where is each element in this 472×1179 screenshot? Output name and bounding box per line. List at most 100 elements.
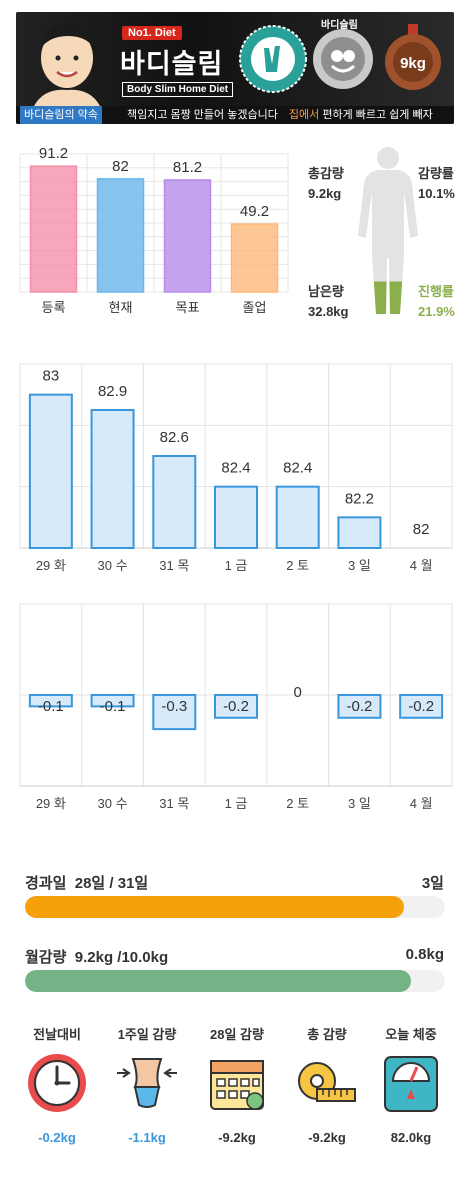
daily-weight-chart: 83 82.9 82.6 82.4 82.4 82.2 82 29 화 30 수 31 목 1 금… bbox=[19, 363, 453, 573]
category-label: 졸업 bbox=[243, 300, 267, 315]
category-label: 3 일 bbox=[348, 796, 371, 811]
bar-value-label: 91.2 bbox=[39, 145, 68, 162]
loss-rate-label: 감량률 bbox=[418, 166, 454, 181]
bar-value-label: 81.2 bbox=[173, 159, 202, 176]
brand-subtitle: Body Slim Home Diet bbox=[122, 82, 234, 97]
bar-value-label: 82.4 bbox=[283, 460, 312, 477]
bar bbox=[337, 516, 382, 549]
chart1-bars bbox=[29, 165, 279, 293]
banner-slogan: 바디슬림의 약속 책임지고 몸짱 만들어 놓겠습니다 집에서 편하게 빠르고 쉽… bbox=[16, 106, 454, 124]
bar bbox=[29, 165, 78, 293]
category-label: 31 목 bbox=[159, 558, 189, 573]
loss-rate-value: 10.1% bbox=[418, 186, 455, 201]
total-loss-stat: 총감량 9.2kg bbox=[308, 164, 344, 204]
bar bbox=[152, 694, 197, 731]
monthly-loss-title: 월감량 9.2kg /10.0kg bbox=[25, 946, 168, 967]
bar-value-label: -0.2 bbox=[223, 698, 249, 715]
chart3-category-labels: 29 화 30 수 31 목 1 금 2 토 3 일 4 월 bbox=[36, 796, 433, 811]
summary-prev-day: 전날대비 -0.2kg bbox=[12, 1024, 102, 1145]
category-label: 1 금 bbox=[225, 796, 248, 811]
chart1-category-labels: 등록 현재 목표 졸업 bbox=[42, 300, 267, 315]
brand-title: 바디슬림 bbox=[120, 49, 224, 80]
remaining-days: 3일 bbox=[421, 875, 444, 892]
summary-title: 전날대비 bbox=[33, 1027, 81, 1042]
category-label: 현재 bbox=[109, 300, 133, 315]
bar bbox=[28, 694, 73, 708]
bar-value-label: 83 bbox=[43, 368, 60, 385]
category-label: 30 수 bbox=[98, 796, 128, 811]
elapsed-days-title: 경과일 28일 / 31일 bbox=[25, 872, 148, 893]
chart2-value-labels: 83 82.9 82.6 82.4 82.4 82.2 82 bbox=[43, 368, 430, 538]
summary-total: 총 감량 -9.2kg bbox=[282, 1024, 372, 1145]
chart3-bars bbox=[28, 694, 444, 731]
summary-28-days: 28일 감량 -9.2kg bbox=[192, 1024, 282, 1145]
remaining-stat: 남은량 32.8kg bbox=[308, 282, 348, 322]
summary-value: 82.0kg bbox=[390, 1130, 432, 1145]
bar bbox=[275, 485, 320, 549]
bar-value-label: -0.1 bbox=[38, 698, 64, 715]
monthly-loss-fill bbox=[25, 970, 412, 992]
chart2-bars bbox=[28, 393, 382, 549]
bar-value-label: -0.3 bbox=[161, 698, 187, 715]
bar-value-label: 0 bbox=[294, 684, 302, 701]
monthly-loss-progress bbox=[25, 970, 445, 992]
monthly-remaining: 0.8kg bbox=[405, 946, 444, 963]
category-label: 29 화 bbox=[36, 558, 66, 573]
bar-value-label: 49.2 bbox=[240, 203, 269, 220]
summary-value: -9.2kg bbox=[308, 1130, 346, 1145]
bronze-medal-icon: 9kg bbox=[385, 24, 441, 90]
bar bbox=[230, 223, 279, 293]
seal-label: 바디슬림 bbox=[321, 20, 358, 31]
bar bbox=[90, 409, 135, 549]
summary-title: 28일 감량 bbox=[210, 1027, 264, 1042]
category-label: 2 토 bbox=[286, 558, 309, 573]
clock-icon bbox=[28, 1054, 86, 1112]
bar bbox=[163, 179, 212, 293]
summary-value: -1.1kg bbox=[128, 1130, 166, 1145]
summary-today-weight: 오늘 체중 82.0kg bbox=[366, 1024, 456, 1145]
daily-change-chart: -0.1 -0.1 -0.3 -0.2 0 -0.2 -0.2 29 화 30 수 31 목 1 … bbox=[19, 603, 453, 811]
summary-title: 오늘 체중 bbox=[385, 1027, 437, 1042]
bar bbox=[90, 694, 135, 708]
bar bbox=[399, 694, 444, 719]
bar-value-label: 82.9 bbox=[98, 383, 127, 400]
category-label: 3 일 bbox=[348, 558, 371, 573]
summary-one-week: 1주일 감량 -1.1kg bbox=[102, 1024, 192, 1145]
medal-weight-text: 9kg bbox=[400, 55, 426, 72]
body-progress-fill bbox=[358, 281, 418, 314]
chart1-value-labels: 91.2 82 81.2 49.2 bbox=[39, 145, 269, 220]
summary-value: -9.2kg bbox=[218, 1130, 256, 1145]
elapsed-days-fill bbox=[25, 896, 405, 918]
progress-rate-label: 진행률 bbox=[418, 284, 454, 299]
elapsed-days-progress bbox=[25, 896, 445, 918]
monthly-loss-value: 9.2kg /10.0kg bbox=[74, 949, 169, 966]
trainer-portrait-icon bbox=[34, 23, 100, 106]
bar-value-label: -0.2 bbox=[408, 698, 434, 715]
monthly-loss-label: 월감량 bbox=[25, 949, 67, 966]
chart3-value-labels: -0.1 -0.1 -0.3 -0.2 0 -0.2 -0.2 bbox=[38, 684, 434, 715]
promo-banner[interactable]: No1. Diet 바디슬림 Body Slim Home Diet 바디슬림 … bbox=[16, 12, 454, 124]
certification-seal-icon bbox=[239, 25, 307, 93]
silver-laurel-seal-icon bbox=[313, 29, 373, 89]
weight-milestone-chart: 91.2 82 81.2 49.2 등록 현재 목표 졸업 bbox=[19, 145, 289, 315]
summary-value: -0.2kg bbox=[38, 1130, 76, 1145]
bar-value-label: 82.6 bbox=[160, 429, 189, 446]
bar bbox=[337, 694, 382, 719]
bar bbox=[28, 393, 73, 549]
slogan-tag: 바디슬림의 약속 bbox=[20, 106, 102, 124]
body-silhouette-icon bbox=[358, 147, 418, 314]
bar bbox=[152, 455, 197, 549]
bar-value-label: 82.4 bbox=[221, 460, 250, 477]
chart2-category-labels: 29 화 30 수 31 목 1 금 2 토 3 일 4 월 bbox=[36, 558, 433, 573]
tape-measure-icon bbox=[298, 1062, 356, 1102]
progress-rate-stat: 진행률 21.9% bbox=[418, 282, 455, 322]
remaining-label: 남은량 bbox=[308, 284, 344, 299]
category-label: 2 토 bbox=[286, 796, 309, 811]
summary-title: 1주일 감량 bbox=[117, 1027, 177, 1042]
category-label: 1 금 bbox=[225, 558, 248, 573]
category-label: 등록 bbox=[42, 300, 66, 315]
category-label: 4 월 bbox=[410, 796, 433, 811]
slogan-easy: 편하게 빠르고 쉽게 빼자 bbox=[322, 109, 433, 121]
bar bbox=[96, 178, 145, 293]
elapsed-days-value: 28일 / 31일 bbox=[74, 875, 149, 892]
